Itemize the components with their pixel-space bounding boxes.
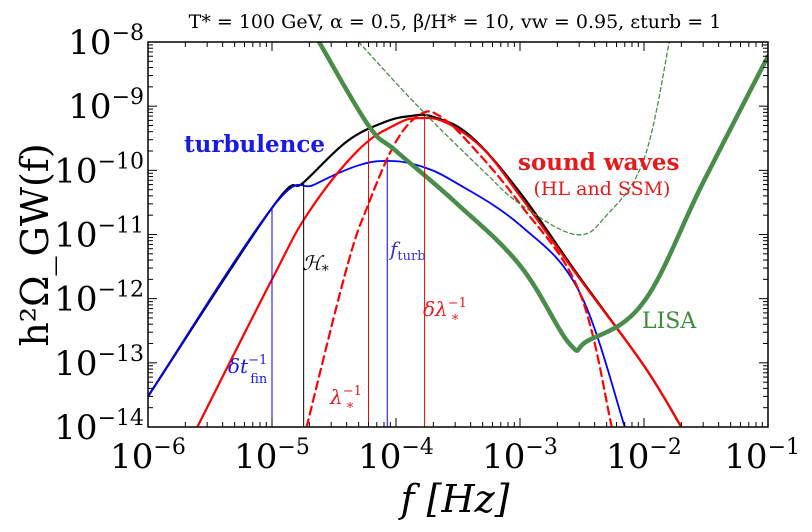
marker-lines-layer: [271, 116, 426, 427]
series-sound-waves-HL: [196, 116, 683, 427]
annotation-f-turb: fturb: [388, 237, 426, 264]
annotation-sound-waves: sound waves: [518, 149, 679, 176]
annotation-lambda-inv: λ−1 *: [329, 384, 362, 416]
x-tick-label: 10−1: [724, 435, 800, 477]
x-tick-labels: 10−6 10−5 10−4 10−3 10−2 10−1: [110, 435, 800, 477]
x-tick-label: 10−2: [606, 435, 682, 477]
annotation-sound-waves-sub: (HL and SSM): [534, 178, 671, 200]
series-turbulence: [148, 160, 626, 427]
y-tick-label: 10−10: [54, 149, 144, 191]
annotation-hubble: ℋ*: [302, 251, 329, 279]
annotation-lisa: LISA: [642, 309, 697, 334]
chart-title: T* = 100 GeV, α = 0.5, β/H* = 10, vw = 0…: [189, 11, 722, 33]
x-tick-label: 10−5: [234, 435, 310, 477]
x-tick-label: 10−3: [482, 435, 558, 477]
x-tick-label: 10−4: [358, 435, 434, 477]
y-tick-label: 10−14: [54, 406, 144, 448]
series-lisa-pls: [358, 42, 670, 236]
y-tick-label: 10−12: [54, 278, 144, 320]
annotation-turbulence: turbulence: [184, 131, 325, 158]
x-tick-label: 10−6: [110, 435, 186, 477]
axis-ticks: [147, 41, 769, 428]
x-axis-label: f [Hz]: [398, 477, 510, 521]
y-tick-labels: 10−8 10−9 10−10 10−11 10−12 10−13 10−14: [54, 21, 144, 448]
y-tick-label: 10−9: [68, 85, 144, 127]
series-sound-waves-SSM: [305, 110, 613, 427]
annotation-dlambda-inv: δλ−1 *: [423, 296, 467, 328]
y-tick-label: 10−11: [54, 214, 144, 256]
y-tick-label: 10−8: [68, 21, 144, 63]
series-lisa-sensitivity: [316, 42, 768, 353]
y-tick-label: 10−13: [54, 342, 144, 384]
y-axis-label: h²Ω_GW(f): [13, 143, 58, 346]
annotation-dt-fin: δt−1 fin: [228, 353, 268, 387]
